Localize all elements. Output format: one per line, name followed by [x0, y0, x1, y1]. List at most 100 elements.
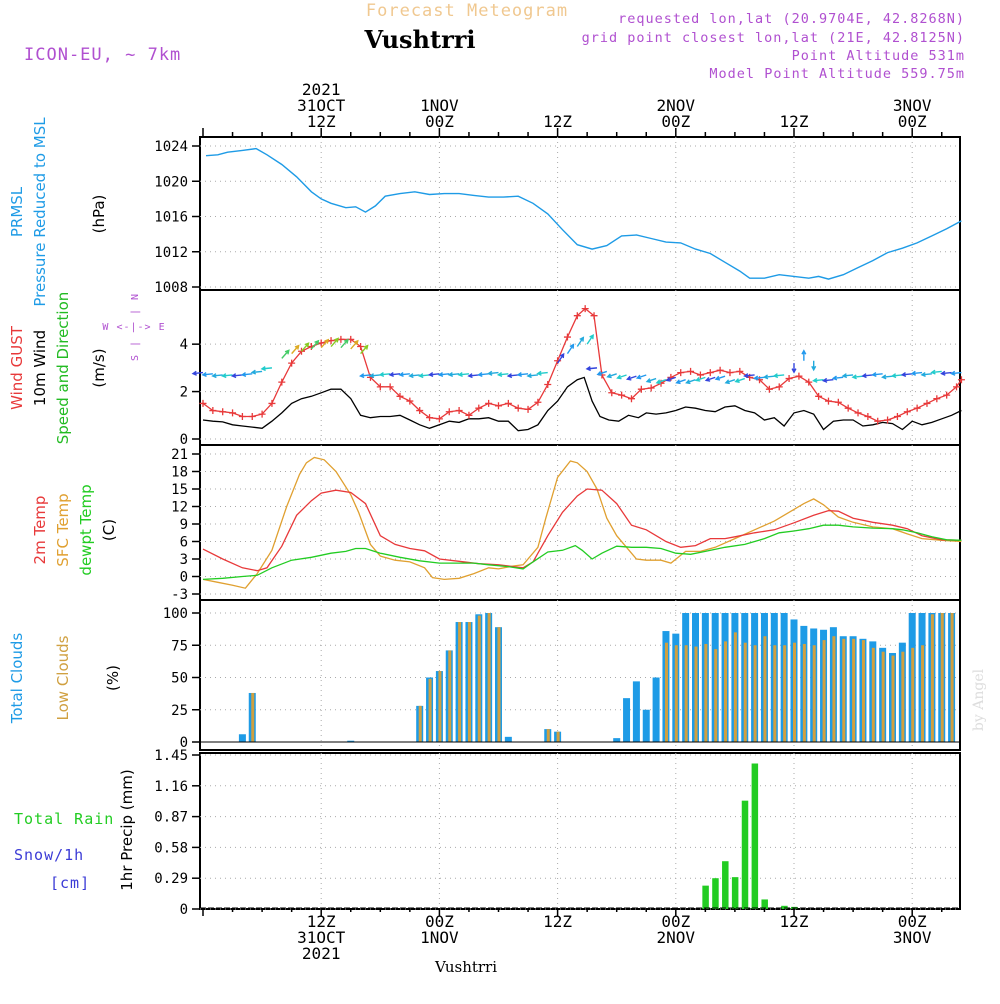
- pressure-label-prmsl: PRMSL: [8, 186, 26, 237]
- precip-tick-label: 0.29: [154, 871, 188, 887]
- footer-location: Vushtrri: [434, 958, 497, 976]
- low-clouds-bar: [802, 643, 806, 742]
- wind-direction-arrow: [920, 371, 932, 378]
- wind-direction-arrow: [221, 373, 233, 379]
- wind-direction-arrow: [378, 371, 391, 378]
- precip-label-mm: 1hr Precip (mm): [118, 769, 136, 890]
- wind-10m-line: [202, 376, 962, 432]
- wind-direction-arrow: [635, 374, 647, 380]
- wind-direction-arrow: [841, 373, 854, 379]
- low-clouds-bar: [921, 645, 925, 742]
- clouds-tick-label: 50: [171, 671, 188, 687]
- wind-direction-arrow: [201, 371, 213, 378]
- wind-gust-marker: [687, 367, 695, 375]
- compass-bar-lower: |: [130, 341, 141, 347]
- wind-gust-marker: [581, 305, 589, 313]
- wind-unit: (m/s): [90, 348, 108, 387]
- wind-gust-marker: [726, 369, 734, 377]
- wind-direction-arrow: [350, 339, 359, 350]
- wind-direction-arrow: [360, 344, 369, 355]
- wind-gust-marker: [647, 384, 655, 392]
- wind-direction-arrow: [447, 371, 460, 378]
- rain-bar: [751, 763, 759, 909]
- compass-s: S: [130, 355, 141, 361]
- wind-gust-marker: [795, 372, 803, 380]
- wind-gust-marker: [455, 407, 463, 415]
- wind-gust-marker: [573, 312, 581, 320]
- wind-direction-arrow: [801, 349, 807, 361]
- wind-gust-marker: [238, 412, 246, 420]
- wind-gust-marker: [514, 404, 522, 412]
- wind-gust-marker: [957, 376, 965, 384]
- wind-direction-arrow: [900, 371, 913, 378]
- total-clouds-bar: [238, 734, 246, 742]
- low-clouds-bar: [487, 613, 491, 742]
- temp-label-sfc: SFC Temp: [54, 493, 72, 566]
- time-label-top: 1NOV: [420, 96, 459, 115]
- temp-tick-label: 0: [180, 570, 188, 586]
- wind-direction-arrow: [949, 370, 962, 376]
- wind-gust-marker: [544, 380, 552, 388]
- wind-direction-arrow: [724, 379, 736, 385]
- wind-gust-marker: [874, 417, 882, 425]
- wind-gust-marker: [893, 412, 901, 420]
- pressure-tick-label: 1016: [154, 210, 188, 226]
- wind-direction-arrow: [526, 373, 538, 379]
- low-clouds-bar: [684, 645, 688, 742]
- wind-direction-arrow: [250, 369, 263, 375]
- wind-direction-arrow: [831, 375, 844, 381]
- wind-direction-arrow: [714, 375, 726, 381]
- wind-direction-arrow: [340, 338, 349, 349]
- wind-gust-marker: [495, 402, 502, 410]
- compass-we: W <-|-> E: [102, 322, 165, 333]
- wind-direction-arrow: [457, 371, 470, 378]
- wind-gust-marker: [229, 409, 237, 417]
- model-label: ICON-EU, ~ 7km: [24, 45, 181, 65]
- wind-direction-arrow: [645, 377, 657, 383]
- clouds-tick-label: 0: [180, 735, 188, 751]
- total-clouds-bar: [623, 698, 631, 742]
- wind-gust-marker: [357, 343, 365, 351]
- time-label-bottom: 12Z: [543, 912, 572, 931]
- wind-direction-arrow: [626, 375, 637, 381]
- wind-gust-marker: [524, 405, 532, 413]
- wind-gust-marker: [199, 399, 207, 407]
- low-clouds-bar: [546, 729, 550, 742]
- temp-tick-label: 21: [171, 447, 188, 463]
- time-label-bottom: 00Z: [425, 912, 454, 931]
- wind-label-10m: 10m Wind: [31, 330, 49, 406]
- pressure-tick-label: 1024: [154, 139, 188, 155]
- wind-direction-arrow: [191, 370, 204, 376]
- low-clouds-bar: [458, 622, 462, 742]
- clouds-tick-label: 75: [171, 638, 188, 654]
- wind-gust-marker: [943, 391, 951, 399]
- wind-label-gust: Wind GUST: [8, 325, 26, 410]
- wind-direction-arrow: [772, 373, 785, 379]
- wind-direction-arrow: [851, 374, 864, 380]
- wind-gust-marker: [637, 385, 645, 393]
- t2m-line: [202, 488, 962, 572]
- wind-gust-marker: [864, 412, 872, 420]
- wind-direction-arrow: [467, 373, 479, 379]
- time-label-top: 12Z: [543, 112, 572, 131]
- wind-gust-marker: [268, 399, 276, 407]
- rain-bar: [761, 899, 768, 909]
- wind-gust-marker: [805, 378, 813, 386]
- low-clouds-bar: [694, 646, 698, 742]
- low-clouds-bar: [832, 636, 836, 742]
- wind-direction-arrow: [821, 377, 834, 383]
- wind-direction-arrow: [596, 370, 608, 376]
- pressure-tick-label: 1008: [154, 280, 188, 296]
- wind-direction-arrow: [585, 366, 598, 372]
- low-clouds-bar: [763, 636, 767, 742]
- low-clouds-bar: [842, 638, 846, 742]
- precip-label-snow: Snow/1h: [14, 846, 84, 864]
- temp-tick-label: 18: [171, 465, 188, 481]
- wind-direction-arrow: [320, 338, 330, 349]
- total-clouds-bar: [632, 681, 640, 742]
- total-clouds-bar: [613, 738, 621, 742]
- supertitle: Forecast Meteogram: [366, 1, 568, 21]
- wind-gust-marker: [627, 395, 635, 403]
